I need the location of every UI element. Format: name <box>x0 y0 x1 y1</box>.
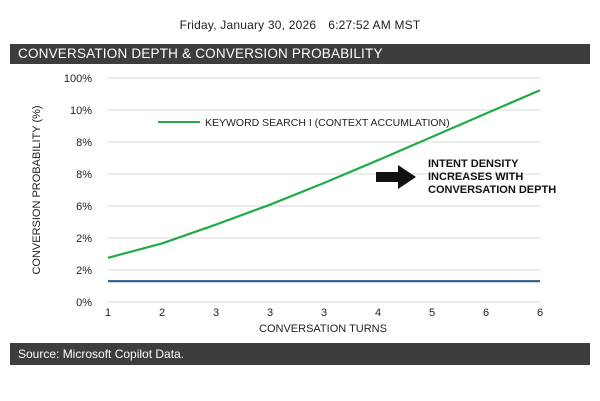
series-line-keyword-search <box>107 89 541 259</box>
x-tick-label: 6 <box>537 307 543 319</box>
x-tick-label: 2 <box>159 307 165 319</box>
y-axis-ticks: 0% 2% 2% 6% 8% 8% 10% 100% <box>64 73 92 309</box>
y-axis-label: CONVERSION PROBABILITY (%) <box>31 105 43 274</box>
x-tick-label: 1 <box>105 307 111 319</box>
timestamp-date: Friday, January 30, 2026 <box>179 18 317 32</box>
x-tick-label: 5 <box>429 307 435 319</box>
y-tick-label: 10% <box>70 105 92 117</box>
y-tick-label: 8% <box>76 169 92 181</box>
y-tick-label: 6% <box>76 201 92 213</box>
chart-title-bar: CONVERSATION DEPTH & CONVERSION PROBABIL… <box>10 44 590 64</box>
x-tick-label: 3 <box>321 307 327 319</box>
timestamp-time: 6:27:52 AM MST <box>328 18 421 32</box>
timestamp: Friday, January 30, 2026 6:27:52 AM MST <box>0 18 600 32</box>
y-tick-label: 2% <box>76 233 92 245</box>
x-tick-label: 3 <box>213 307 219 319</box>
gridlines <box>108 77 540 303</box>
series-lines <box>107 89 541 283</box>
x-tick-label: 3 <box>267 307 273 319</box>
y-tick-label: 0% <box>76 297 92 309</box>
arrow-right-icon <box>376 165 416 189</box>
annotation-line-3: CONVERSATION DEPTH <box>428 184 556 196</box>
x-tick-label: 4 <box>375 307 381 319</box>
annotation-line-2: INCREASES WITH <box>428 171 523 183</box>
y-tick-label: 100% <box>64 73 92 85</box>
y-tick-label: 8% <box>76 137 92 149</box>
chart-title: CONVERSATION DEPTH & CONVERSION PROBABIL… <box>18 46 383 61</box>
x-axis-label: CONVERSATION TURNS <box>259 323 387 335</box>
x-axis-ticks: 1 2 3 3 3 4 5 6 6 <box>105 307 543 319</box>
legend: KEYWORD SEARCH I (CONTEXT ACCUMLATION) <box>158 117 450 129</box>
annotation: INTENT DENSITY INCREASES WITH CONVERSATI… <box>376 158 556 196</box>
legend-label-keyword-search: KEYWORD SEARCH I (CONTEXT ACCUMLATION) <box>205 117 450 129</box>
x-tick-label: 6 <box>483 307 489 319</box>
source-bar: Source: Microsoft Copilot Data. <box>10 343 590 365</box>
y-tick-label: 2% <box>76 265 92 277</box>
source-text: Source: Microsoft Copilot Data. <box>18 347 185 361</box>
annotation-line-1: INTENT DENSITY <box>428 158 519 170</box>
